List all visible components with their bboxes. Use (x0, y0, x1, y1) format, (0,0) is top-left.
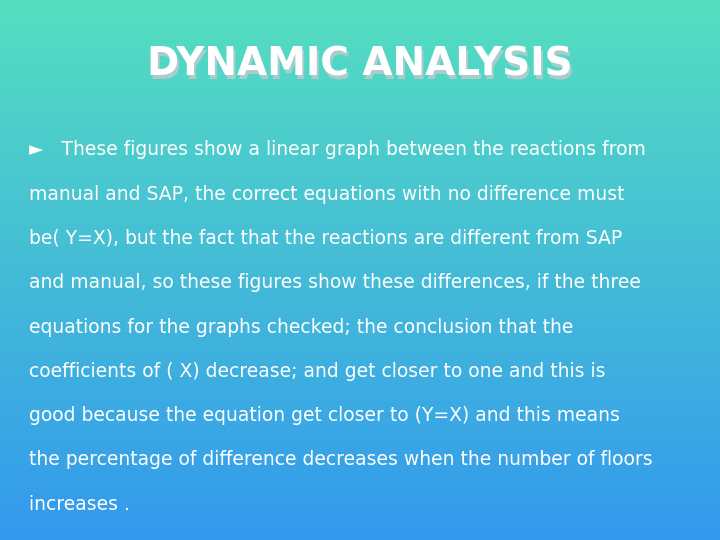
Text: good because the equation get closer to (Y=X) and this means: good because the equation get closer to … (29, 406, 620, 425)
Text: increases .: increases . (29, 495, 130, 514)
Text: and manual, so these figures show these differences, if the three: and manual, so these figures show these … (29, 273, 641, 292)
Text: manual and SAP, the correct equations with no difference must: manual and SAP, the correct equations wi… (29, 185, 624, 204)
Text: the percentage of difference decreases when the number of floors: the percentage of difference decreases w… (29, 450, 652, 469)
Text: equations for the graphs checked; the conclusion that the: equations for the graphs checked; the co… (29, 318, 573, 336)
Text: coefficients of ( X) decrease; and get closer to one and this is: coefficients of ( X) decrease; and get c… (29, 362, 606, 381)
Text: ►   These figures show a linear graph between the reactions from: ► These figures show a linear graph betw… (29, 140, 646, 159)
Text: DYNAMIC ANALYSIS: DYNAMIC ANALYSIS (147, 46, 573, 84)
Text: DYNAMIC ANALYSIS: DYNAMIC ANALYSIS (149, 49, 575, 87)
Text: be( Y=X), but the fact that the reactions are different from SAP: be( Y=X), but the fact that the reaction… (29, 229, 622, 248)
